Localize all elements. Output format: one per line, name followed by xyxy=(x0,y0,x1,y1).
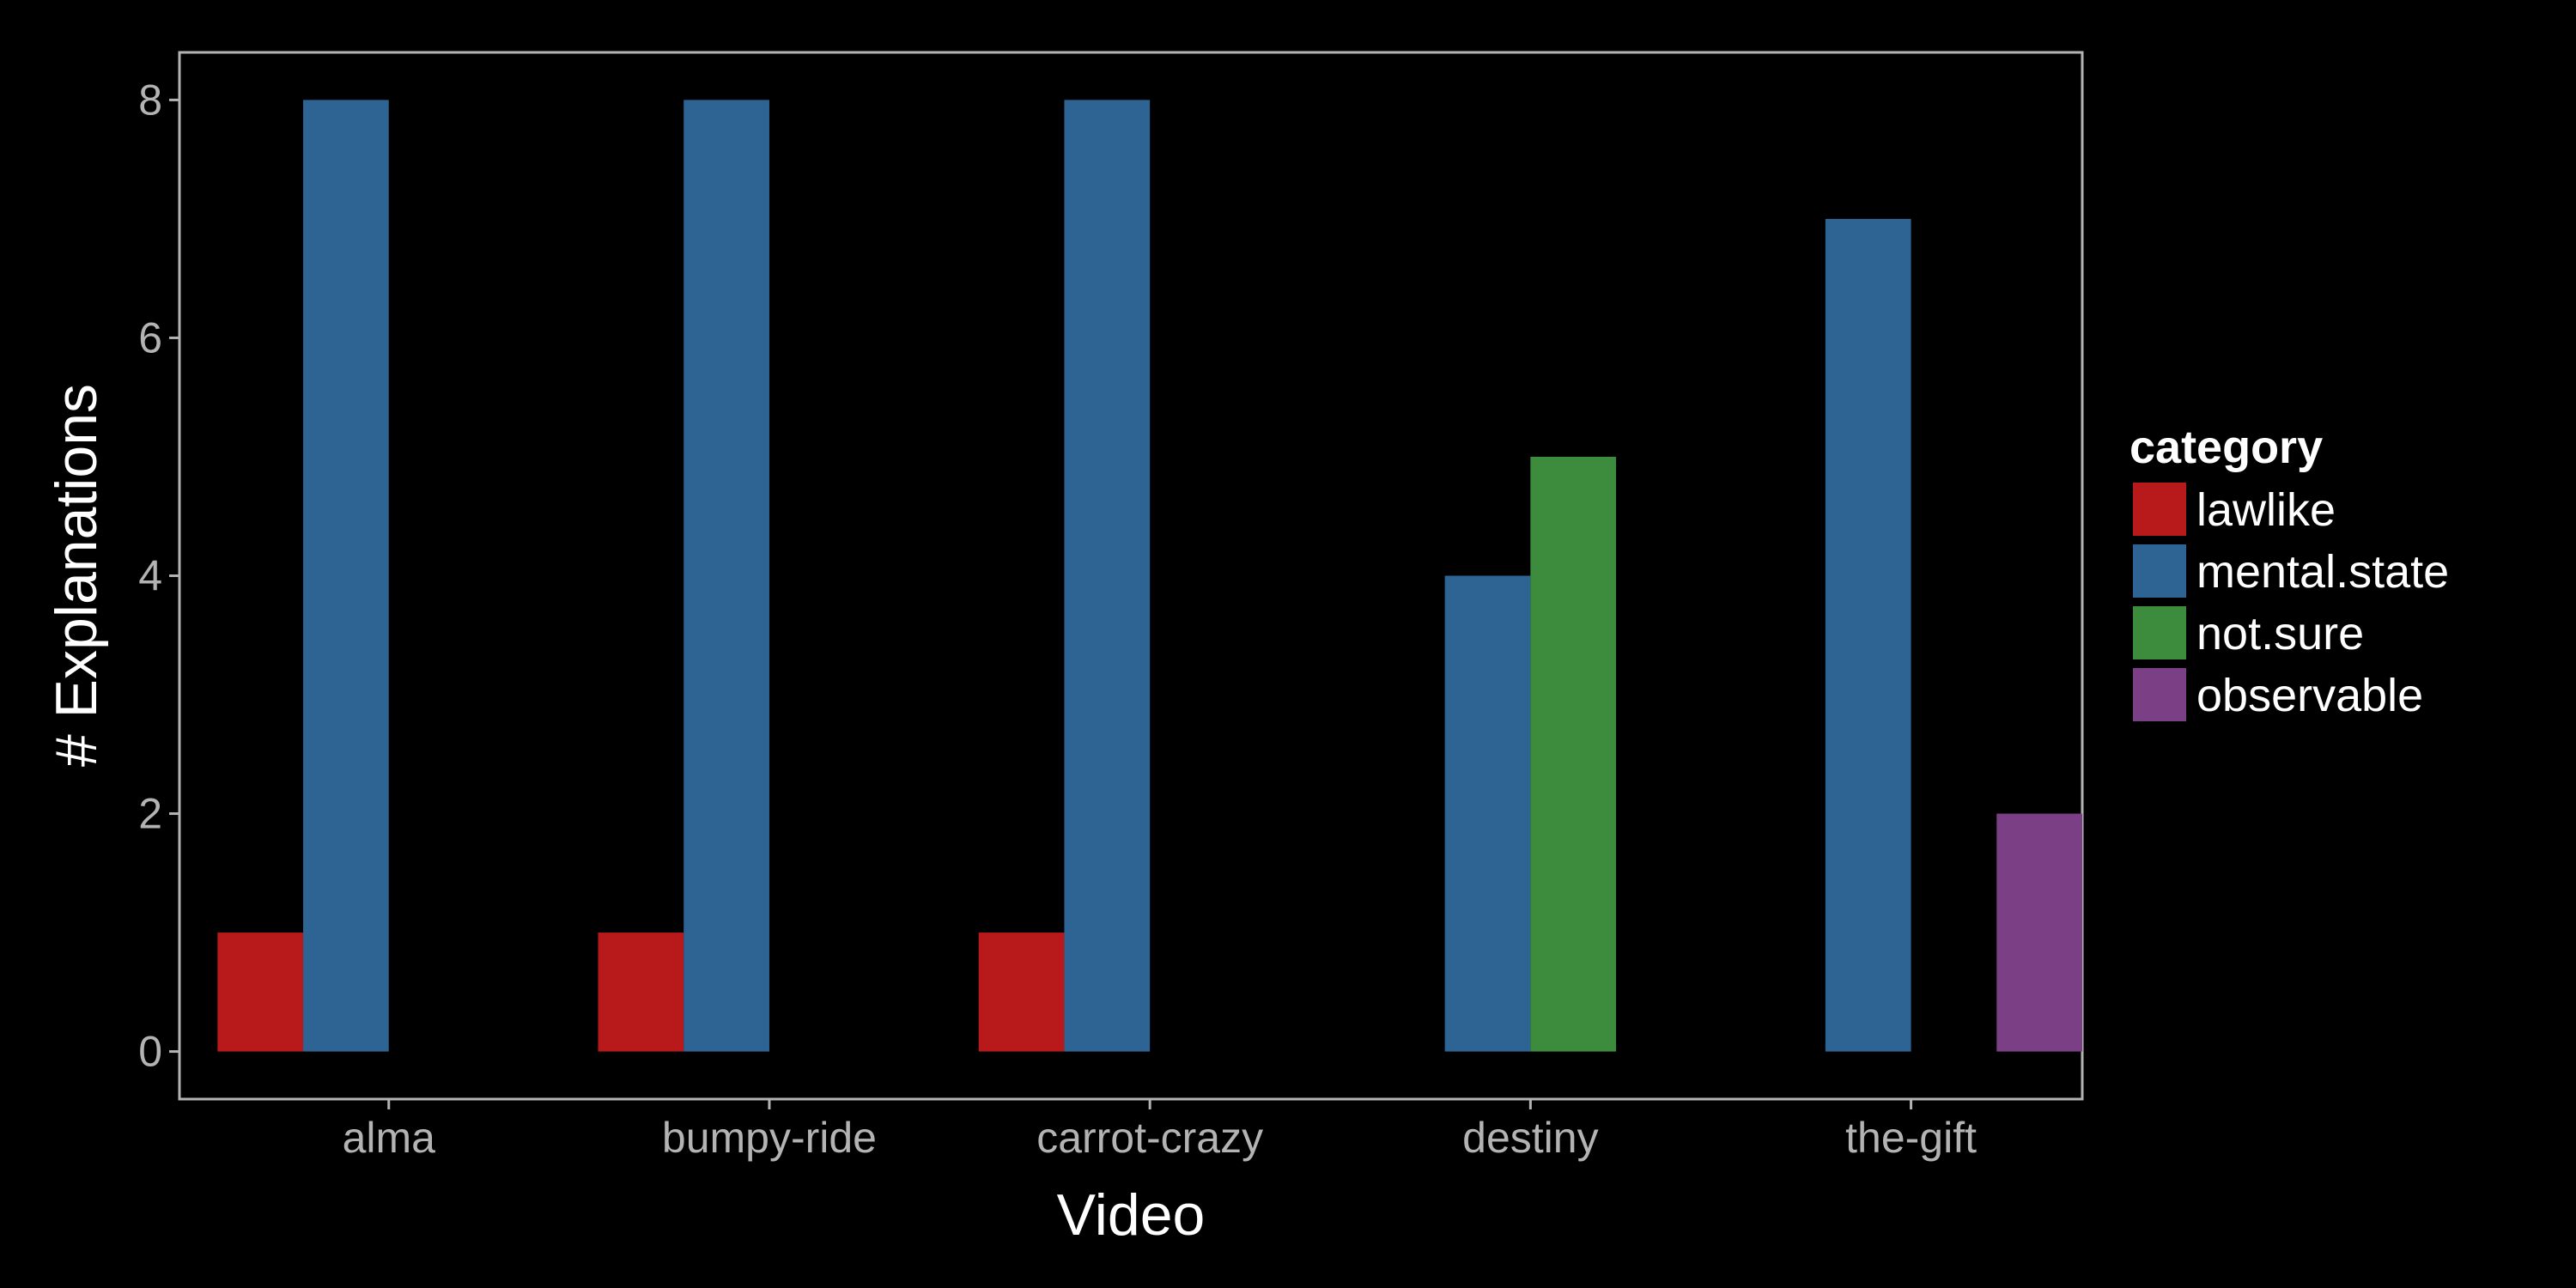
bar-destiny-mental-state xyxy=(1444,575,1531,1052)
legend: category lawlike mental.state not.sure obse… xyxy=(2129,422,2449,721)
bars xyxy=(217,100,2082,1052)
bar-alma-mental-state xyxy=(303,100,389,1052)
x-tick-label: carrot-crazy xyxy=(1036,1114,1263,1162)
legend-label-not-sure: not.sure xyxy=(2196,608,2364,659)
y-tick-label: 2 xyxy=(138,790,162,838)
x-tick-label: alma xyxy=(343,1114,436,1162)
legend-swatch-mental-state xyxy=(2133,544,2186,598)
legend-label-mental-state: mental.state xyxy=(2196,546,2449,598)
legend-label-lawlike: lawlike xyxy=(2196,484,2336,536)
y-tick-label: 0 xyxy=(138,1028,162,1076)
bar-the-gift-observable xyxy=(1996,813,2082,1052)
legend-title: category xyxy=(2129,422,2323,473)
x-tick-label: destiny xyxy=(1462,1114,1598,1162)
bar-bumpy-ride-lawlike xyxy=(598,933,684,1052)
bar-carrot-crazy-lawlike xyxy=(978,933,1065,1052)
y-tick-label: 4 xyxy=(138,552,162,600)
bar-bumpy-ride-mental-state xyxy=(683,100,769,1052)
bar-destiny-not-sure xyxy=(1530,456,1617,1052)
y-tick-label: 8 xyxy=(138,76,162,124)
x-tick-label: bumpy-ride xyxy=(662,1114,877,1162)
x-axis-title: Video xyxy=(1057,1182,1206,1248)
bar-the-gift-mental-state xyxy=(1825,218,1911,1052)
x-axis: alma bumpy-ride carrot-crazy destiny the-gif… xyxy=(343,1099,1977,1162)
legend-swatch-lawlike xyxy=(2133,483,2186,536)
legend-label-observable: observable xyxy=(2196,670,2423,721)
legend-swatch-observable xyxy=(2133,668,2186,721)
y-axis: 0 2 4 6 8 xyxy=(138,76,179,1076)
legend-swatch-not-sure xyxy=(2133,606,2186,659)
bar-carrot-crazy-mental-state xyxy=(1064,100,1151,1052)
bar-alma-lawlike xyxy=(217,933,304,1052)
x-tick-label: the-gift xyxy=(1845,1114,1977,1162)
y-axis-title: # Explanations xyxy=(44,384,109,767)
y-tick-label: 6 xyxy=(138,313,162,361)
